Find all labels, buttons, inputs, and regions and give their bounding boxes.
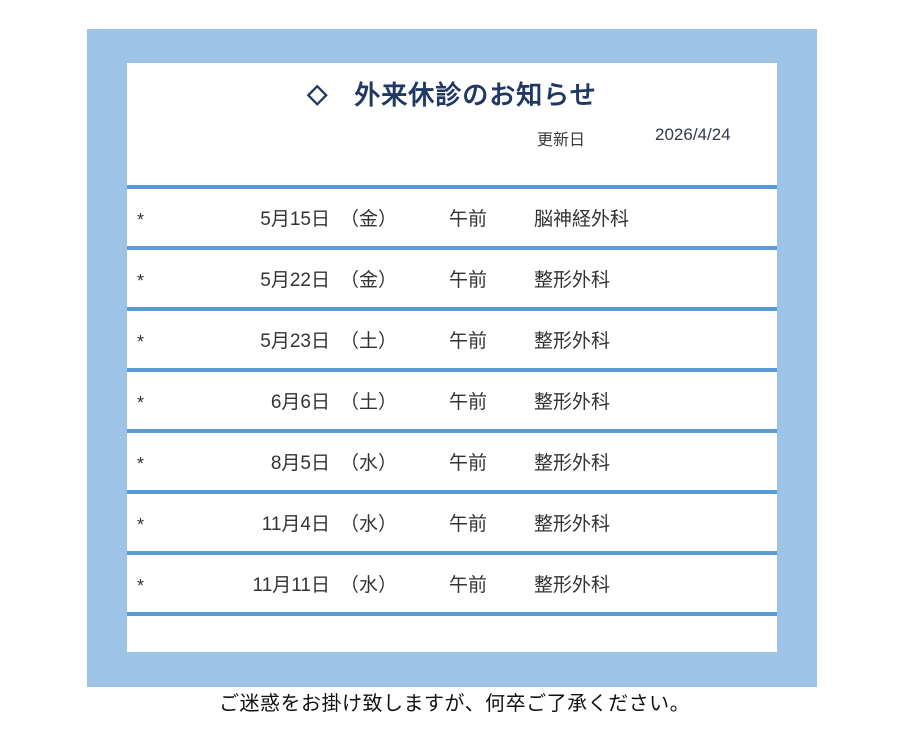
closure-weekday: （金） <box>340 270 398 291</box>
closure-date: 5月22日 <box>260 270 330 291</box>
row-marker: * <box>137 393 145 413</box>
closure-weekday: （土） <box>340 331 398 352</box>
closure-row: * 11月11日 （水） 午前 整形外科 <box>127 555 777 612</box>
row-divider <box>127 368 777 372</box>
closure-weekday: （水） <box>340 514 398 535</box>
row-divider <box>127 307 777 311</box>
update-date-label: 更新日 <box>537 132 586 149</box>
closure-department: 脳神経外科 <box>534 209 630 230</box>
closure-date: 5月15日 <box>260 209 330 230</box>
closure-date: 8月5日 <box>270 453 330 474</box>
notice-body: ◇ 外来休診のお知らせ 更新日 2026/4/24 * 5月15日 （金） 午前… <box>127 63 777 652</box>
row-marker: * <box>137 271 145 291</box>
closure-department: 整形外科 <box>534 514 611 535</box>
closure-date: 5月23日 <box>260 331 330 352</box>
row-marker: * <box>137 515 145 535</box>
closure-department: 整形外科 <box>534 331 611 352</box>
closure-department: 整形外科 <box>534 392 611 413</box>
row-divider <box>127 246 777 250</box>
closure-row: * 5月22日 （金） 午前 整形外科 <box>127 250 777 307</box>
closure-row: * 5月23日 （土） 午前 整形外科 <box>127 311 777 368</box>
closure-weekday: （水） <box>340 453 398 474</box>
empty-row <box>127 616 777 652</box>
closure-session: 午前 <box>449 331 488 352</box>
closure-row: * 11月4日 （水） 午前 整形外科 <box>127 494 777 551</box>
row-divider <box>127 551 777 555</box>
update-date-value: 2026/4/24 <box>655 125 731 144</box>
row-marker: * <box>137 454 145 474</box>
row-marker: * <box>137 210 145 230</box>
closure-row: * 6月6日 （土） 午前 整形外科 <box>127 372 777 429</box>
closure-session: 午前 <box>449 392 488 413</box>
closure-row: * 5月15日 （金） 午前 脳神経外科 <box>127 189 777 246</box>
closure-session: 午前 <box>449 270 488 291</box>
closure-department: 整形外科 <box>534 575 611 596</box>
row-divider <box>127 612 777 616</box>
closure-weekday: （水） <box>340 575 398 596</box>
closure-date: 11月4日 <box>261 514 330 535</box>
closure-date: 11月11日 <box>252 575 330 596</box>
footer-apology-note: ご迷惑をお掛け致しますが、何卒ご了承ください。 <box>219 693 691 715</box>
closure-session: 午前 <box>449 209 488 230</box>
row-marker: * <box>137 576 145 596</box>
notice-header: ◇ 外来休診のお知らせ 更新日 2026/4/24 <box>127 63 777 185</box>
closure-weekday: （土） <box>340 392 398 413</box>
closure-row: * 8月5日 （水） 午前 整形外科 <box>127 433 777 490</box>
closure-department: 整形外科 <box>534 453 611 474</box>
row-marker: * <box>137 332 145 352</box>
row-divider <box>127 429 777 433</box>
closure-session: 午前 <box>449 514 488 535</box>
closure-weekday: （金） <box>340 209 398 230</box>
closure-date: 6月6日 <box>270 392 330 413</box>
page-title-text: 外来休診のお知らせ <box>354 80 597 110</box>
diamond-icon: ◇ <box>307 78 329 108</box>
row-divider <box>127 185 777 189</box>
closure-session: 午前 <box>449 575 488 596</box>
page-title: ◇ 外来休診のお知らせ <box>127 63 777 112</box>
row-divider <box>127 490 777 494</box>
closure-session: 午前 <box>449 453 488 474</box>
closure-department: 整形外科 <box>534 270 611 291</box>
